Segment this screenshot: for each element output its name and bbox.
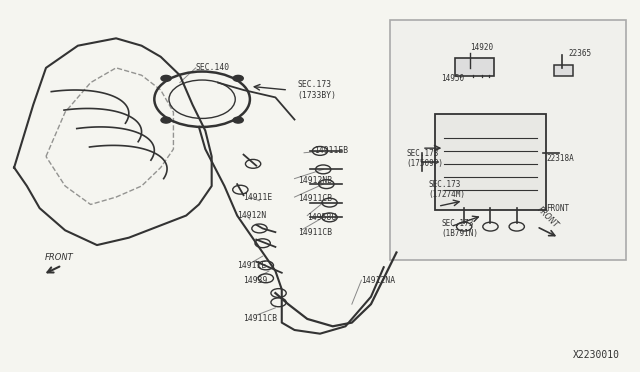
Text: SEC.173
(1733BY): SEC.173 (1733BY) [298,80,337,100]
FancyBboxPatch shape [390,20,626,260]
Text: 14912NB: 14912NB [298,176,332,185]
Text: FRONT: FRONT [44,253,73,262]
Text: X2230010: X2230010 [573,350,620,359]
Text: 14911EB: 14911EB [314,147,348,155]
Text: 14911CB: 14911CB [298,228,332,237]
Text: SEC.173
(17509P): SEC.173 (17509P) [406,148,443,168]
Circle shape [233,76,243,81]
FancyBboxPatch shape [455,58,494,76]
Text: FRONT: FRONT [546,203,570,213]
Circle shape [161,117,171,123]
Text: 14912N: 14912N [237,211,266,220]
Text: 14911CB: 14911CB [244,314,278,323]
Text: 14911E: 14911E [237,261,266,270]
Text: SEC.140: SEC.140 [196,63,230,72]
Circle shape [233,117,243,123]
Text: 14911E: 14911E [244,193,273,202]
Text: 14911CB: 14911CB [298,195,332,203]
Text: 22365: 22365 [568,49,591,58]
Text: SEC.173
(1B791N): SEC.173 (1B791N) [441,219,478,238]
FancyBboxPatch shape [554,65,573,76]
Text: 14958U: 14958U [307,213,337,222]
Text: 14939: 14939 [244,276,268,285]
Circle shape [161,76,171,81]
Text: 14920: 14920 [470,43,493,52]
Text: 14912NA: 14912NA [362,276,396,285]
Text: 14950: 14950 [441,74,464,83]
Text: 22318A: 22318A [546,154,574,163]
Text: FRONT: FRONT [535,205,560,230]
Text: SEC.173
(17274M): SEC.173 (17274M) [428,180,465,199]
FancyBboxPatch shape [435,114,546,210]
